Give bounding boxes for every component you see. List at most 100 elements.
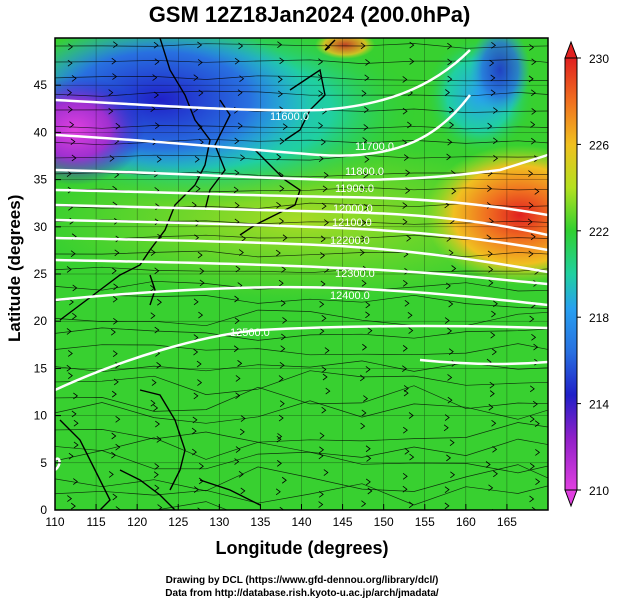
wind-arrowhead <box>447 138 453 146</box>
wind-arrowhead <box>360 42 366 50</box>
wind-arrowhead <box>108 107 114 115</box>
wind-arrowhead <box>325 387 331 395</box>
wind-arrowhead <box>197 251 203 259</box>
x-tick-label: 155 <box>415 515 435 529</box>
streamline <box>55 450 548 474</box>
wind-arrowhead <box>491 419 497 427</box>
wind-arrowhead <box>240 415 246 422</box>
wind-arrowhead <box>446 153 452 161</box>
wind-arrowhead <box>198 311 204 319</box>
wind-arrowhead <box>233 186 239 194</box>
colorbar: 210 214 218 222 226 230 <box>564 40 609 508</box>
contour-12000 <box>55 203 548 237</box>
wind-arrowhead <box>532 400 538 408</box>
wind-arrowhead <box>194 234 200 241</box>
wind-arrowhead <box>67 89 73 96</box>
contour-labels: 11600.0 11700.0 11800.0 11900.0 12000.0 12100… <box>230 111 394 339</box>
wind-arrowhead <box>528 202 534 209</box>
contour-11800 <box>55 153 548 182</box>
x-tick-label: 130 <box>209 515 229 529</box>
contour-label: 11700.0 <box>355 141 394 153</box>
wind-arrowhead <box>533 343 539 351</box>
contour-label: 12200.0 <box>330 235 370 247</box>
wind-arrowhead <box>193 334 199 341</box>
wind-arrowhead <box>318 491 324 498</box>
wind-arrowhead <box>114 249 120 257</box>
wind-arrowhead <box>110 328 116 336</box>
wind-arrowhead <box>70 502 76 510</box>
wind-arrowhead <box>282 317 288 324</box>
wind-arrowhead <box>323 469 329 476</box>
wind-arrowhead <box>448 348 454 355</box>
wind-arrowhead <box>192 416 198 424</box>
wind-arrowhead <box>235 446 241 453</box>
wind-arrowhead <box>323 171 329 179</box>
wind-arrowhead <box>402 107 408 115</box>
wind-arrowhead <box>535 449 541 456</box>
y-tick-label: 0 <box>40 503 47 517</box>
wind-arrowhead <box>320 252 326 259</box>
wind-arrowhead <box>321 406 327 414</box>
wind-arrowhead <box>192 448 197 456</box>
wind-arrowhead <box>529 385 535 393</box>
wind-arrowhead <box>317 74 323 81</box>
wind-arrowhead <box>448 300 454 308</box>
y-tick-label: 10 <box>34 409 48 423</box>
x-tick-label: 145 <box>333 515 353 529</box>
wind-arrowhead <box>449 121 455 129</box>
wind-arrowhead <box>281 476 287 484</box>
wind-arrowhead <box>360 186 366 193</box>
wind-arrowhead <box>362 343 368 351</box>
wind-arrowhead <box>278 375 284 382</box>
wind-arrowhead <box>154 463 160 470</box>
wind-arrowhead <box>154 122 160 129</box>
contour-12400 <box>55 285 548 307</box>
wind-arrowhead <box>115 415 121 423</box>
wind-arrowhead <box>318 90 324 97</box>
wind-arrowhead <box>73 441 79 449</box>
wind-arrowhead <box>360 422 366 430</box>
wind-arrowhead <box>363 171 369 179</box>
wind-arrowhead <box>152 74 158 81</box>
wind-arrowhead <box>112 73 118 80</box>
wind-arrowhead <box>363 106 369 114</box>
wind-arrowhead <box>150 284 156 292</box>
wind-arrowhead <box>153 41 159 49</box>
contour-12500 <box>55 324 548 392</box>
wind-arrowhead <box>527 218 533 226</box>
temperature-field <box>55 38 548 510</box>
wind-arrowhead <box>67 106 73 113</box>
wind-arrowhead <box>234 317 240 325</box>
wind-arrowhead <box>365 445 371 453</box>
wind-arrowhead <box>197 379 203 386</box>
wind-arrowhead <box>319 300 325 308</box>
contour-label: 11800.0 <box>345 166 384 178</box>
wind-arrowhead <box>241 235 246 242</box>
coastlines <box>59 38 336 510</box>
wind-arrowhead <box>529 462 535 470</box>
wind-arrowhead <box>70 250 76 258</box>
wind-arrowhead <box>320 235 326 243</box>
wind-arrowhead <box>404 448 410 455</box>
wind-arrowhead <box>450 471 456 479</box>
wind-arrowhead <box>240 511 244 517</box>
wind-arrowhead <box>530 89 536 97</box>
wind-arrowhead <box>72 284 78 292</box>
y-tick-label: 45 <box>34 78 48 92</box>
wind-arrowhead <box>364 74 370 82</box>
wind-arrowhead <box>409 453 415 461</box>
colorbar-max-triangle <box>564 40 578 59</box>
y-tick-label: 35 <box>34 173 48 187</box>
streamline <box>55 75 548 82</box>
wind-arrowhead <box>278 279 284 287</box>
y-axis-label: Latitude (degrees) <box>5 194 24 342</box>
wind-arrowhead <box>491 310 497 318</box>
wind-arrowhead <box>444 486 450 493</box>
wind-arrowhead <box>487 250 493 258</box>
x-tick-label: 125 <box>168 515 188 529</box>
colorbar-tick-label: 230 <box>589 52 609 66</box>
streamline <box>55 464 548 492</box>
y-tick-label: 5 <box>40 456 47 470</box>
wind-arrowhead <box>444 317 450 324</box>
wind-arrowhead <box>490 331 496 339</box>
